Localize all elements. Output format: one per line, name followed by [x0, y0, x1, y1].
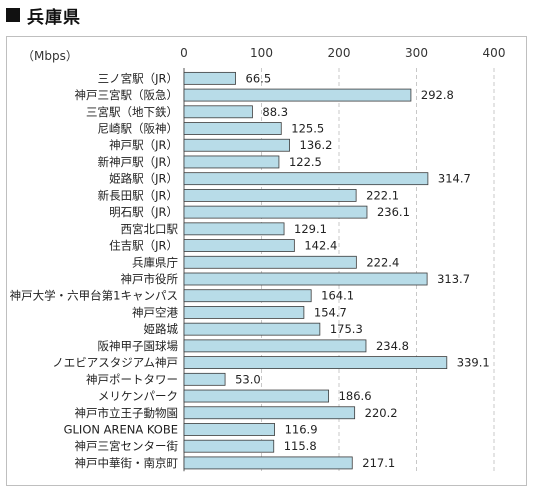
- value-label: 88.3: [262, 105, 288, 119]
- value-label: 217.1: [362, 456, 395, 470]
- value-label: 164.1: [321, 289, 354, 303]
- category-label: 姫路駅（JR）: [109, 172, 178, 186]
- x-tick-label: 200: [328, 46, 351, 60]
- bar: [183, 138, 290, 152]
- bar: [183, 222, 285, 236]
- value-label: 339.1: [457, 356, 490, 370]
- gridlines: [183, 68, 495, 472]
- value-label: 314.7: [438, 172, 471, 186]
- category-label: GLION ARENA KOBE: [64, 422, 178, 436]
- bar: [183, 356, 448, 370]
- category-label: 神戸三宮駅（阪急）: [75, 88, 179, 102]
- category-label: 神戸大学・六甲台第1キャンパス: [10, 289, 178, 303]
- value-label: 222.1: [366, 188, 399, 202]
- category-label: 兵庫県庁: [132, 255, 178, 269]
- value-label: 116.9: [285, 422, 318, 436]
- bar: [183, 239, 295, 252]
- bar: [183, 389, 330, 403]
- category-label: 神戸駅（JR）: [109, 138, 178, 152]
- unit-label: （Mbps）: [22, 49, 78, 63]
- category-label: 神戸市立王子動物園: [75, 406, 179, 420]
- value-label: 154.7: [314, 305, 347, 319]
- bar: [183, 188, 357, 202]
- category-label: 姫路城: [144, 322, 179, 336]
- category-label: 西宮北口駅: [121, 222, 179, 236]
- value-label: 234.8: [376, 339, 409, 353]
- category-label: 尼崎駅（阪神）: [98, 122, 179, 136]
- bar: [183, 122, 282, 135]
- bars: [183, 71, 448, 470]
- value-label: 175.3: [330, 322, 363, 336]
- category-label: メリケンパーク: [98, 389, 178, 403]
- value-label: 236.1: [377, 205, 410, 219]
- category-label: 神戸市役所: [121, 272, 179, 286]
- category-label: 住吉駅（JR）: [109, 239, 178, 253]
- bar: [183, 172, 429, 186]
- value-label: 125.5: [291, 122, 324, 136]
- value-label: 222.4: [366, 255, 399, 269]
- category-label: 神戸ポートタワー: [86, 372, 178, 386]
- bar: [183, 272, 428, 286]
- category-labels: 三ノ宮駅（JR） 神戸三宮駅（阪急） 三宮駅（地下鉄） 尼崎駅（阪神） 神戸駅（JR） 新…: [10, 71, 179, 470]
- category-label: ノエビアスタジアム神戸: [52, 356, 178, 370]
- value-label: 136.2: [300, 138, 333, 152]
- chart-title: 兵庫県: [27, 7, 81, 28]
- bar: [183, 406, 356, 420]
- category-label: 三ノ宮駅（JR）: [98, 71, 178, 85]
- value-label: 313.7: [437, 272, 470, 286]
- bar: [183, 456, 353, 470]
- x-tick-label: 100: [250, 46, 273, 60]
- square-bullet-icon: [6, 8, 20, 22]
- bar: [183, 155, 280, 169]
- value-label: 53.0: [235, 372, 261, 386]
- bar: [183, 71, 236, 85]
- bar: [183, 205, 368, 219]
- bar: [183, 439, 275, 453]
- bar: [183, 255, 357, 269]
- value-label: 129.1: [294, 222, 327, 236]
- value-label: 115.8: [284, 439, 317, 453]
- bar: [183, 423, 275, 436]
- value-label: 66.5: [246, 71, 272, 85]
- category-label: 新長田駅（JR）: [98, 188, 178, 202]
- x-axis-ticks: 0 100 200 300 400: [180, 46, 505, 60]
- bar: [183, 322, 321, 336]
- category-label: 神戸中華街・南京町: [75, 456, 179, 470]
- bar: [183, 289, 312, 303]
- value-label: 292.8: [421, 88, 454, 102]
- value-label: 186.6: [339, 389, 372, 403]
- category-label: 新神戸駅（JR）: [98, 155, 178, 169]
- bar: [183, 88, 412, 102]
- bar: [183, 105, 253, 119]
- chart-header: 兵庫県: [6, 4, 81, 28]
- category-label: 神戸三宮センター街: [75, 439, 179, 453]
- category-label: 明石駅（JR）: [109, 205, 178, 219]
- category-label: 三宮駅（地下鉄）: [86, 105, 178, 119]
- x-tick-label: 400: [483, 46, 506, 60]
- value-label: 142.4: [304, 239, 337, 253]
- bar: [183, 306, 305, 319]
- bar: [183, 372, 226, 386]
- value-label: 122.5: [289, 155, 322, 169]
- value-label: 220.2: [365, 406, 398, 420]
- category-label: 阪神甲子園球場: [98, 339, 179, 353]
- x-tick-label: 0: [180, 46, 188, 60]
- category-label: 神戸空港: [132, 305, 178, 319]
- bar: [183, 339, 367, 353]
- x-tick-label: 300: [405, 46, 428, 60]
